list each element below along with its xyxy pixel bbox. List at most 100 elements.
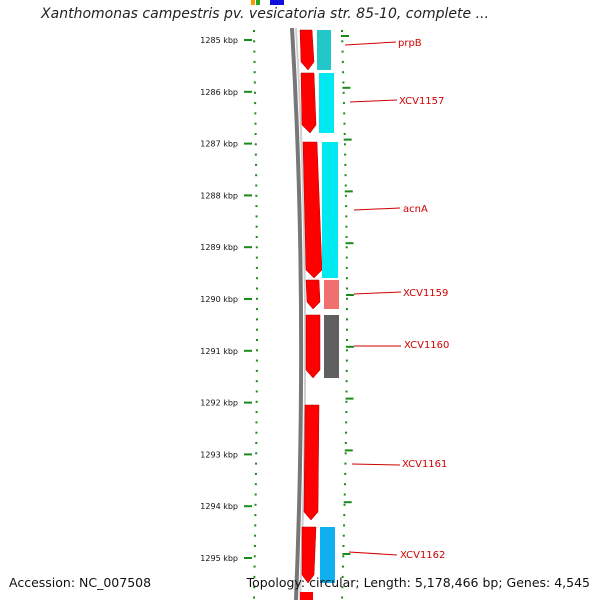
axis-label: 1285 kbp xyxy=(200,36,238,45)
minor-tick-left xyxy=(255,369,258,372)
minor-tick-left xyxy=(255,390,258,393)
minor-tick-left xyxy=(255,297,258,300)
minor-tick-left xyxy=(255,431,258,434)
minor-tick-left xyxy=(254,91,257,94)
minor-tick-right xyxy=(342,102,345,105)
minor-tick-right xyxy=(341,575,344,578)
minor-tick-left xyxy=(254,514,257,517)
axis-ticks xyxy=(244,35,354,559)
cog-track xyxy=(317,30,339,583)
gene-label-XCV1159: XCV1159 xyxy=(403,288,448,299)
minor-tick-right xyxy=(341,596,344,599)
minor-tick-left xyxy=(254,472,257,475)
minor-tick-right xyxy=(345,277,348,280)
minor-tick-left xyxy=(255,174,258,177)
minor-tick-right xyxy=(344,194,347,197)
minor-tick-left xyxy=(254,133,257,135)
minor-tick-right xyxy=(342,534,345,537)
minor-tick-left xyxy=(255,442,258,444)
cog-block-prpB xyxy=(317,30,331,70)
cds-XCV1157 xyxy=(300,72,317,134)
minor-tick-right xyxy=(345,215,348,218)
minor-tick-right xyxy=(342,545,345,547)
minor-tick-left xyxy=(253,60,256,63)
topology-text: Topology: circular; Length: 5,178,466 bp… xyxy=(246,575,590,590)
minor-tick-left xyxy=(255,359,258,362)
minor-tick-right xyxy=(342,555,345,558)
minor-tick-right xyxy=(343,514,346,517)
minor-tick-left xyxy=(253,40,256,43)
axis-label: 1294 kbp xyxy=(200,502,238,511)
minor-tick-right xyxy=(343,503,346,506)
minor-tick-right xyxy=(345,266,348,269)
minor-tick-left xyxy=(254,493,257,496)
minor-tick-right xyxy=(341,60,344,63)
minor-tick-left xyxy=(254,524,257,527)
legend-swatch-green xyxy=(256,0,260,5)
minor-tick-left xyxy=(254,153,257,156)
minor-tick-left xyxy=(253,30,255,32)
minor-tick-left xyxy=(254,143,257,146)
minor-tick-left xyxy=(254,122,257,125)
gene-label-prpB: prpB xyxy=(398,38,422,49)
backbone-shadow xyxy=(295,27,307,600)
minor-tick-left xyxy=(255,225,258,228)
cds-XCV1159 xyxy=(305,279,321,310)
minor-tick-right xyxy=(345,349,348,352)
minor-tick-left xyxy=(255,287,258,290)
minor-tick-right xyxy=(345,431,348,434)
minor-tick-left xyxy=(255,205,258,208)
minor-tick-right xyxy=(345,318,348,321)
minor-tick-right xyxy=(345,359,348,362)
legend-swatch-orange xyxy=(251,0,255,5)
minor-tick-right xyxy=(345,390,348,393)
minor-tick-right xyxy=(344,174,347,177)
dotted-ring xyxy=(253,30,348,599)
minor-tick-right xyxy=(341,565,344,568)
minor-tick-right xyxy=(345,400,348,403)
axis-label: 1288 kbp xyxy=(200,191,238,200)
minor-tick-left xyxy=(255,339,258,341)
label-leaders xyxy=(344,41,402,556)
minor-tick-left xyxy=(253,50,256,53)
minor-tick-right xyxy=(344,452,347,455)
minor-tick-left xyxy=(254,534,257,537)
minor-tick-left xyxy=(255,452,258,455)
minor-tick-left xyxy=(253,575,256,578)
minor-tick-right xyxy=(345,411,348,414)
minor-tick-left xyxy=(255,246,258,249)
minor-tick-left xyxy=(255,256,258,259)
minor-tick-left xyxy=(255,277,258,280)
minor-tick-right xyxy=(341,586,344,589)
minor-tick-left xyxy=(255,462,258,465)
minor-tick-left xyxy=(255,328,258,331)
minor-tick-right xyxy=(343,112,346,115)
minor-tick-right xyxy=(342,91,345,94)
accession-text: Accession: NC_007508 xyxy=(9,575,152,590)
minor-tick-left xyxy=(255,184,258,187)
minor-tick-right xyxy=(343,133,346,135)
legend-swatch-blue xyxy=(270,0,284,5)
minor-tick-right xyxy=(345,205,348,208)
gene-label-XCV1160: XCV1160 xyxy=(404,340,449,351)
minor-tick-left xyxy=(253,586,256,589)
minor-tick-right xyxy=(343,143,346,146)
minor-tick-left xyxy=(254,483,257,486)
minor-tick-right xyxy=(345,256,348,259)
minor-tick-left xyxy=(254,102,257,105)
cog-block-XCV1157 xyxy=(319,73,334,133)
gene-labels: prpB XCV1157 acnA XCV1159 XCV1160 XCV116… xyxy=(398,38,449,561)
minor-tick-right xyxy=(345,308,348,311)
minor-tick-left xyxy=(254,503,257,506)
minor-tick-left xyxy=(255,400,258,403)
minor-tick-right xyxy=(345,246,348,249)
axis-label: 1291 kbp xyxy=(200,347,238,356)
cog-block-XCV1162 xyxy=(320,527,335,583)
minor-tick-left xyxy=(253,71,256,74)
minor-tick-left xyxy=(255,266,258,269)
minor-tick-right xyxy=(344,163,347,166)
minor-tick-right xyxy=(343,122,346,125)
cog-block-acnA xyxy=(322,142,338,278)
cds-next xyxy=(300,592,313,600)
